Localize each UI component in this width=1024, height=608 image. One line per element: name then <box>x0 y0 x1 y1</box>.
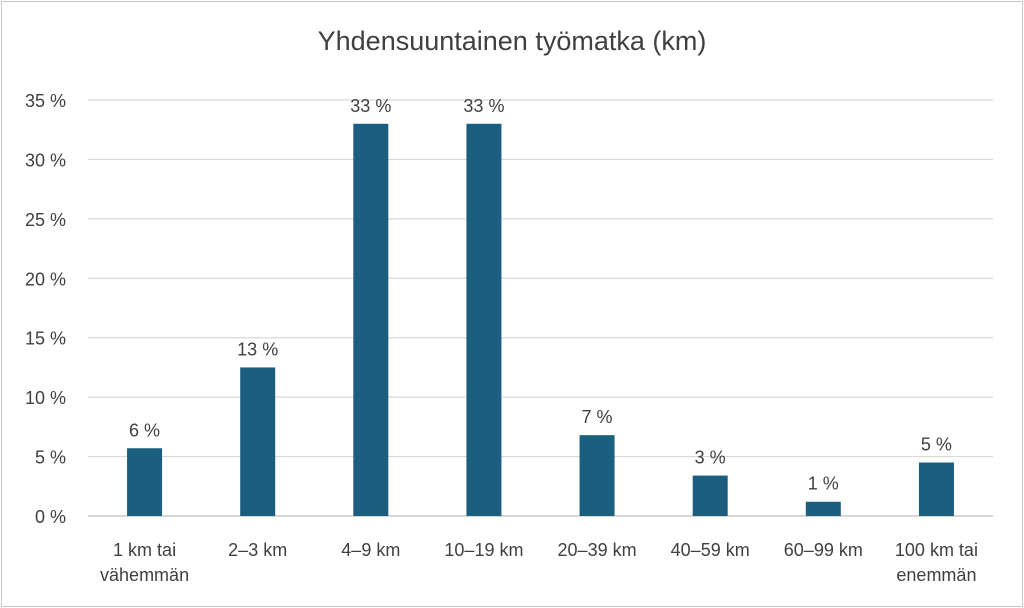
bar <box>353 123 389 517</box>
y-tick-label: 15 % <box>25 329 66 349</box>
x-tick-label: 10–19 km <box>444 540 523 560</box>
x-tick-label: 4–9 km <box>341 540 400 560</box>
bar <box>579 435 615 516</box>
x-tick-label: 1 km tai vähemmän <box>100 540 189 585</box>
data-label: 3 % <box>695 448 726 468</box>
y-tick-label: 25 % <box>25 210 66 230</box>
x-tick-label: 20–39 km <box>558 540 637 560</box>
data-label: 33 % <box>463 96 504 116</box>
data-label: 7 % <box>582 407 613 427</box>
x-tick-label: 100 km tai enemmän <box>895 540 978 585</box>
data-label: 1 % <box>808 474 839 494</box>
data-label: 33 % <box>350 96 391 116</box>
y-tick-label: 35 % <box>25 91 66 111</box>
y-tick-label: 20 % <box>25 269 66 289</box>
data-label: 13 % <box>237 339 278 359</box>
y-tick-label: 30 % <box>25 150 66 170</box>
y-tick-label: 10 % <box>25 388 66 408</box>
y-tick-label: 5 % <box>35 448 66 468</box>
x-tick-label: 60–99 km <box>784 540 863 560</box>
bar <box>240 367 276 516</box>
bar <box>466 123 502 517</box>
bar <box>805 501 841 516</box>
data-label: 6 % <box>129 420 160 440</box>
bar <box>692 475 728 516</box>
y-tick-label: 0 % <box>35 507 66 527</box>
x-tick-label: 2–3 km <box>228 540 287 560</box>
chart-title: Yhdensuuntainen työmatka (km) <box>317 26 707 56</box>
x-tick-label: 40–59 km <box>671 540 750 560</box>
data-label: 5 % <box>921 435 952 455</box>
bar <box>918 462 954 516</box>
bar <box>127 448 163 516</box>
